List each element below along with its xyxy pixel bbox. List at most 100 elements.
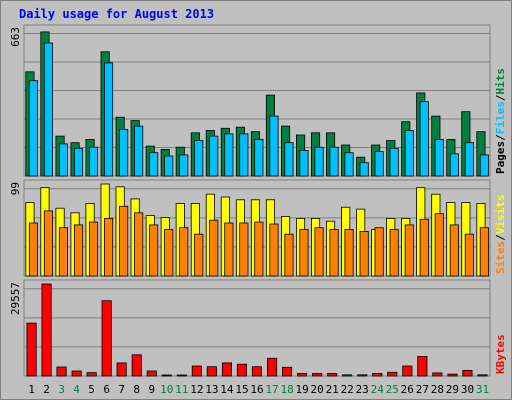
bar-sites-day-24	[374, 227, 384, 277]
bar-files-day-21	[329, 146, 339, 177]
bar-kbytes-day-29	[447, 373, 458, 377]
x-tick-label: 5	[88, 383, 95, 396]
x-tick-label: 16	[250, 383, 263, 396]
bar-files-day-1	[28, 80, 38, 177]
bar-files-day-14	[224, 133, 234, 177]
bar-kbytes-day-18	[281, 366, 293, 377]
y-max-label: 29557	[9, 282, 22, 315]
x-tick-label: 17	[265, 383, 278, 396]
series-kbytes	[26, 283, 488, 377]
bar-sites-day-18	[284, 233, 294, 277]
bar-sites-day-1	[28, 222, 38, 277]
x-tick-label: 4	[73, 383, 80, 396]
legend-entry: /	[494, 134, 507, 141]
bar-files-day-19	[299, 150, 309, 177]
bar-files-day-23	[359, 162, 369, 177]
bar-sites-day-3	[58, 227, 68, 277]
bar-kbytes-day-3	[56, 366, 67, 377]
x-axis-tick-labels: 1 2 3 4 5 6 7 8 9 10 11 12 13 14 15 16 17 18 19 20 21 22 23 24 2…	[28, 383, 489, 396]
legend-entry: Sites	[494, 241, 507, 274]
legend-entry: /	[494, 94, 507, 101]
bar-files-day-6	[104, 62, 114, 177]
bar-files-day-3	[58, 143, 68, 177]
bar-sites-day-14	[224, 222, 234, 277]
bar-kbytes-day-28	[432, 372, 443, 377]
bar-sites-day-20	[314, 227, 324, 277]
bar-kbytes-day-6	[101, 300, 112, 377]
bar-kbytes-day-23	[357, 374, 368, 377]
legend-entry: Visits	[494, 195, 507, 235]
x-tick-label: 27	[416, 383, 429, 396]
bar-files-day-15	[239, 133, 249, 177]
bar-files-day-22	[344, 152, 354, 177]
bar-sites-day-19	[299, 229, 309, 277]
bar-sites-day-10	[164, 229, 174, 277]
bar-sites-day-31	[479, 227, 489, 277]
bar-kbytes-day-2	[41, 283, 52, 377]
x-tick-label: 8	[133, 383, 140, 396]
bar-files-day-10	[164, 155, 174, 177]
bar-files-day-24	[374, 151, 384, 177]
bar-kbytes-day-11	[176, 374, 187, 377]
bar-kbytes-day-24	[372, 373, 383, 377]
legend-entry: Files	[494, 101, 507, 134]
x-tick-label: 15	[235, 383, 248, 396]
bar-files-day-8	[134, 125, 144, 177]
legend-entry: Pages	[494, 141, 507, 174]
x-tick-label: 18	[280, 383, 293, 396]
bar-sites-day-2	[43, 210, 53, 277]
bar-kbytes-day-25	[387, 371, 398, 377]
bar-sites-day-30	[464, 233, 474, 277]
bar-sites-day-6	[104, 217, 114, 277]
x-tick-label: 25	[386, 383, 399, 396]
chart-panels: 663Pages/Files/Hits99Sites/Visits29557KB…	[9, 24, 507, 377]
bar-sites-day-13	[209, 219, 219, 277]
x-tick-label: 13	[205, 383, 218, 396]
bar-sites-day-26	[404, 224, 414, 277]
panel-legend: Pages/Files/Hits	[494, 68, 507, 174]
y-max-label: 99	[9, 182, 22, 195]
bar-kbytes-day-12	[191, 365, 202, 377]
bar-sites-day-23	[359, 230, 369, 277]
x-tick-label: 1	[28, 383, 35, 396]
bar-files-day-27	[419, 101, 429, 177]
bar-kbytes-day-22	[342, 374, 353, 377]
bar-sites-day-9	[149, 224, 159, 277]
x-tick-label: 24	[371, 383, 385, 396]
bar-files-day-18	[284, 142, 294, 177]
bar-kbytes-day-21	[327, 373, 338, 377]
bar-sites-day-21	[329, 229, 339, 277]
bar-sites-day-4	[74, 224, 84, 277]
bar-files-day-16	[254, 138, 264, 177]
bar-files-day-7	[119, 128, 129, 177]
bar-kbytes-day-9	[146, 370, 157, 377]
bar-kbytes-day-8	[131, 354, 142, 377]
bar-sites-day-7	[119, 205, 129, 277]
bar-files-day-4	[74, 147, 84, 177]
x-tick-label: 29	[446, 383, 459, 396]
panel-legend: Sites/Visits	[494, 195, 507, 275]
x-tick-label: 3	[58, 383, 65, 396]
x-tick-label: 30	[461, 383, 474, 396]
series-files	[28, 42, 489, 177]
x-tick-label: 2	[43, 383, 50, 396]
x-tick-label: 11	[175, 383, 188, 396]
bar-kbytes-day-5	[86, 372, 97, 377]
x-tick-label: 20	[310, 383, 323, 396]
bar-sites-day-29	[449, 224, 459, 277]
bar-files-day-25	[389, 147, 399, 177]
x-tick-label: 14	[220, 383, 234, 396]
panel-kbytes: 29557 KBytes	[9, 279, 507, 377]
bar-sites-day-8	[134, 212, 144, 277]
bar-sites-day-12	[194, 233, 204, 277]
x-tick-label: 22	[341, 383, 354, 396]
x-tick-label: 19	[295, 383, 308, 396]
x-tick-label: 9	[148, 383, 155, 396]
bar-files-day-28	[434, 138, 444, 177]
bar-kbytes-day-13	[206, 366, 217, 377]
bar-kbytes-day-7	[116, 362, 127, 377]
bar-kbytes-day-26	[402, 365, 413, 377]
